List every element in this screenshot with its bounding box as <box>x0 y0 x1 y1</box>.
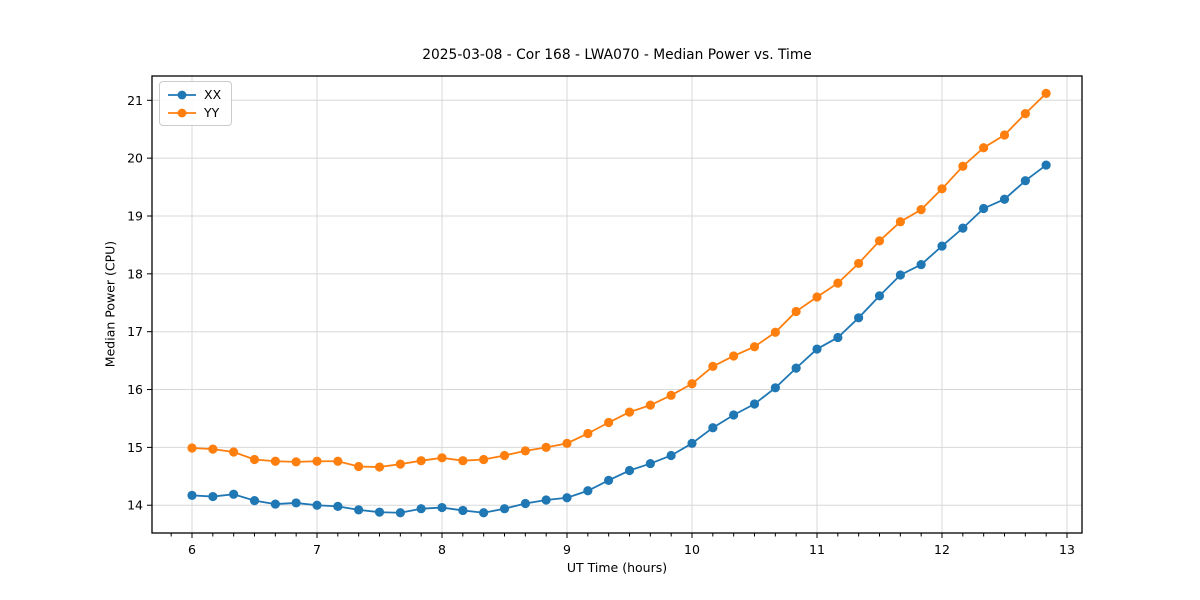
legend-label-xx: XX <box>204 87 222 102</box>
y-tick-label: 21 <box>127 93 143 108</box>
plot-border <box>151 75 1083 534</box>
x-tick-label: 12 <box>934 542 950 557</box>
legend-entry-xx: XX <box>167 87 221 102</box>
x-tick-label: 10 <box>684 542 700 557</box>
y-tick-label: 14 <box>127 498 143 513</box>
x-tick-label: 8 <box>438 542 446 557</box>
legend: XX YY <box>159 81 233 126</box>
axis-ticks <box>147 99 1068 538</box>
y-tick-label: 18 <box>127 266 143 281</box>
y-tick-label: 19 <box>127 208 143 223</box>
x-tick-label: 11 <box>809 542 825 557</box>
chart-title: 2025-03-08 - Cor 168 - LWA070 - Median P… <box>422 47 812 63</box>
legend-entry-yy: YY <box>167 105 221 120</box>
y-tick-label: 15 <box>127 440 143 455</box>
y-tick-label: 20 <box>127 151 143 166</box>
y-tick-label: 16 <box>127 382 143 397</box>
x-tick-label: 9 <box>563 542 571 557</box>
series-xx-markers <box>187 160 1051 518</box>
grid <box>152 76 1082 533</box>
legend-label-yy: YY <box>204 105 220 120</box>
series-yy-markers <box>187 88 1051 472</box>
x-tick-label: 13 <box>1059 542 1075 557</box>
series-yy-line <box>191 92 1047 468</box>
y-tick-label: 17 <box>127 324 143 339</box>
x-tick-label: 6 <box>188 542 196 557</box>
xx-line-marker-sample <box>168 90 196 99</box>
yy-line-marker-sample <box>168 108 196 117</box>
tick-labels: 6 7 8 9 10 11 12 13 14 15 16 17 18 19 20 21 <box>127 93 1075 557</box>
x-axis-label: UT Time (hours) <box>566 560 668 575</box>
x-tick-label: 7 <box>313 542 321 557</box>
